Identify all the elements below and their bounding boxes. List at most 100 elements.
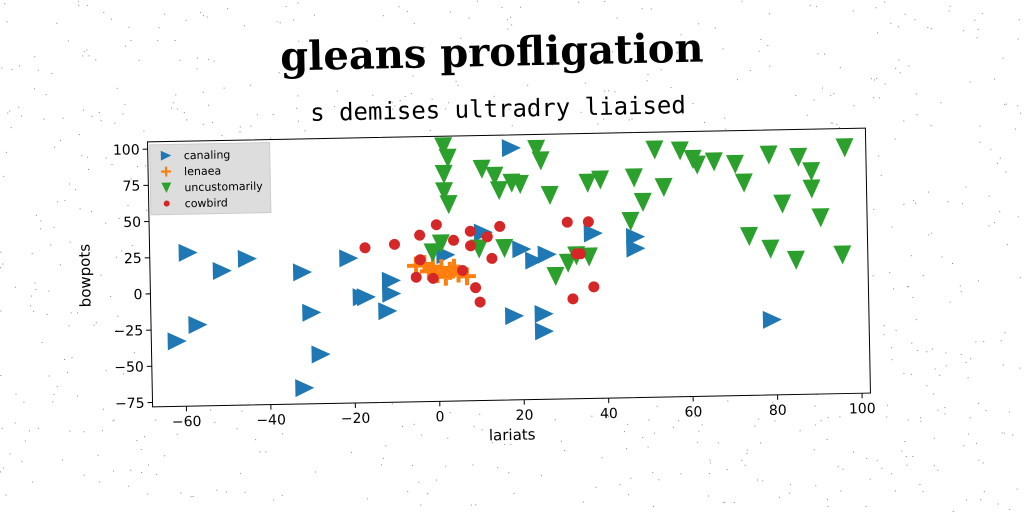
cowbird-point <box>448 234 460 246</box>
uncustomarily-point <box>558 253 577 273</box>
canaling-point <box>212 261 232 280</box>
cowbird-point <box>575 248 587 260</box>
x-tick-label: 60 <box>684 404 702 420</box>
cowbird-point <box>481 231 493 243</box>
uncustomarily-point <box>438 148 457 168</box>
uncustomarily-point <box>761 239 780 259</box>
uncustomarily-point <box>434 182 453 202</box>
y-tick-label: 25 <box>124 251 142 267</box>
uncustomarily-point <box>725 154 744 174</box>
cowbird-point <box>588 281 600 293</box>
canaling-point <box>352 288 372 307</box>
canaling-point <box>237 249 257 268</box>
y-axis: −75 −50 −25 0 25 50 75 100 <box>113 142 153 412</box>
uncustomarily-point <box>489 181 508 201</box>
canaling-point <box>625 227 646 246</box>
uncustomarily-point <box>811 208 830 228</box>
uncustomarily-point <box>546 266 565 286</box>
uncustomarily-point <box>835 138 854 158</box>
y-tick-label: 75 <box>122 178 140 194</box>
uncustomarily-point <box>654 177 673 198</box>
uncustomarily-point <box>734 173 753 193</box>
cowbird-point <box>465 240 477 252</box>
canaling-point <box>292 263 313 282</box>
uncustomarily-point <box>434 137 453 157</box>
canaling-point <box>626 239 646 258</box>
y-tick-label: −25 <box>113 323 143 340</box>
legend-item: lenaea <box>161 164 221 178</box>
legend-marker-lenaea <box>161 166 172 177</box>
canaling-point <box>501 139 521 158</box>
legend-label: canaling <box>184 148 231 162</box>
canaling-point <box>339 249 359 268</box>
plot-frame <box>147 127 871 408</box>
canaling-point <box>378 302 398 321</box>
x-axis-label: lariats <box>489 426 536 445</box>
cowbird-point <box>561 216 573 228</box>
uncustomarily-point <box>423 243 442 263</box>
canaling-point <box>525 251 545 270</box>
lenaea-point <box>436 267 455 286</box>
canaling-point <box>302 303 322 322</box>
cowbird-point <box>427 272 439 284</box>
uncustomarily-point <box>633 192 652 212</box>
uncustomarily-point <box>789 147 808 167</box>
canaling-point <box>188 316 208 335</box>
y-tick-label: 0 <box>133 287 142 303</box>
chart-subtitle: s demises ultradry liaised <box>310 91 686 127</box>
x-tick-label: −40 <box>256 412 286 429</box>
x-tick-label: 40 <box>600 406 618 422</box>
y-tick-label: −50 <box>114 359 144 376</box>
uncustomarily-point <box>591 170 610 190</box>
uncustomarily-point <box>740 226 758 247</box>
legend-marker-cowbird <box>163 200 170 207</box>
legend-item: uncustomarily <box>161 180 263 195</box>
canaling-point <box>534 322 555 341</box>
x-tick-label: −60 <box>172 414 202 431</box>
legend-marker-canaling <box>160 150 172 161</box>
x-tick-label: 100 <box>849 401 876 418</box>
legend-box <box>149 142 272 216</box>
uncustomarily-point <box>687 155 706 175</box>
canaling-point <box>762 310 782 329</box>
x-tick-label: −20 <box>341 411 371 428</box>
data-marks <box>167 137 854 398</box>
canaling-point <box>167 332 187 351</box>
uncustomarily-point <box>645 140 664 160</box>
legend-label: cowbird <box>185 196 228 210</box>
uncustomarily-point <box>495 238 514 259</box>
legend-label: uncustomarily <box>184 180 263 195</box>
legend-marker-uncustomarily <box>161 182 172 194</box>
canaling-point <box>537 245 557 264</box>
uncustomarily-point <box>510 174 529 194</box>
uncustomarily-point <box>786 250 805 270</box>
cowbird-point <box>457 265 469 277</box>
uncustomarily-point <box>802 179 821 199</box>
x-tick-label: 80 <box>769 403 787 419</box>
cowbird-point <box>494 220 506 232</box>
uncustomarily-point <box>624 168 643 188</box>
cowbird-point <box>470 282 482 294</box>
cowbird-point <box>486 252 498 264</box>
legend-item: canaling <box>160 148 231 162</box>
cowbird-point <box>430 219 442 231</box>
canaling-point <box>311 345 331 364</box>
cowbird-point <box>414 254 426 266</box>
cowbird-point <box>474 296 486 308</box>
y-axis-label: bowpots <box>75 244 94 308</box>
uncustomarily-point <box>527 139 546 159</box>
x-tick-label: 0 <box>435 409 444 425</box>
canaling-point <box>504 307 525 326</box>
cowbird-point <box>582 216 594 228</box>
uncustomarily-point <box>704 152 723 172</box>
canaling-point <box>512 240 532 259</box>
uncustomarily-point <box>578 173 597 193</box>
uncustomarily-point <box>472 159 491 179</box>
cowbird-point <box>464 225 476 237</box>
uncustomarily-point <box>439 195 458 215</box>
y-tick-label: 50 <box>123 215 141 231</box>
cowbird-point <box>359 242 371 254</box>
uncustomarily-point <box>485 166 504 186</box>
